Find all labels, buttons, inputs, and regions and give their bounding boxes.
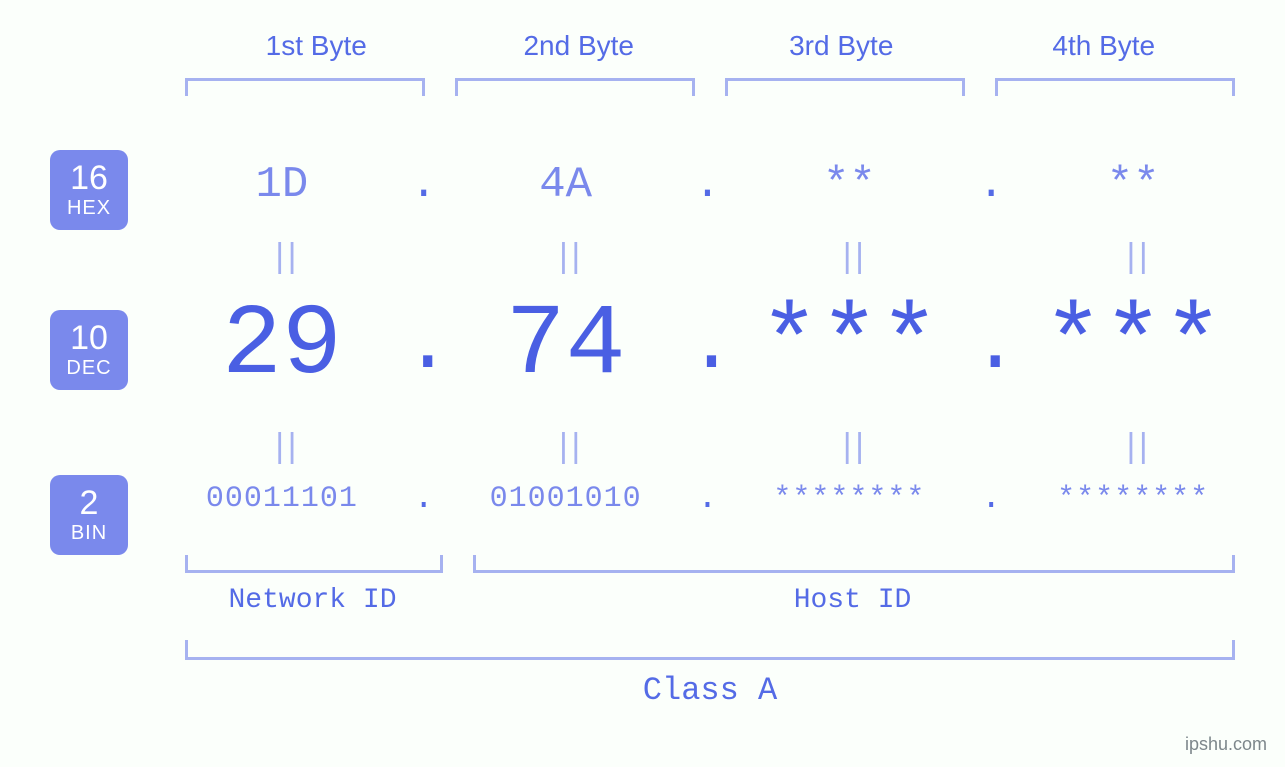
dec-byte-4: *** [1011,290,1255,403]
bracket-byte-4 [995,78,1235,96]
bin-byte-1: 00011101 [160,482,404,516]
badge-dec-num: 10 [70,321,108,355]
dec-byte-2: 74 [444,290,688,403]
bin-byte-4: ******** [1011,482,1255,516]
class-label: Class A [185,672,1235,709]
bracket-byte-3 [725,78,965,96]
dot: . [688,480,728,518]
byte-brackets-top [185,78,1235,96]
dec-byte-3: *** [728,290,972,403]
equals-icon: || [1011,240,1255,278]
dot: . [688,160,728,210]
equals-row-bottom: || || || || [160,430,1255,468]
host-id-bracket [473,555,1235,573]
dot: . [404,301,444,392]
equals-icon: || [444,240,688,278]
badge-dec: 10 DEC [50,310,128,390]
badge-hex: 16 HEX [50,150,128,230]
hex-byte-2: 4A [444,160,688,210]
badge-bin-num: 2 [80,486,99,520]
equals-icon: || [444,430,688,468]
badge-bin: 2 BIN [50,475,128,555]
watermark: ipshu.com [1185,734,1267,755]
dot: . [404,480,444,518]
byte-headers: 1st Byte 2nd Byte 3rd Byte 4th Byte [185,30,1235,62]
bin-row: 00011101 . 01001010 . ******** . *******… [160,480,1255,518]
dot: . [688,301,728,392]
id-labels: Network ID Host ID [185,585,1235,616]
equals-icon: || [1011,430,1255,468]
equals-icon: || [728,240,972,278]
id-brackets [185,555,1235,573]
dot: . [971,480,1011,518]
hex-byte-4: ** [1011,160,1255,210]
byte-header-4: 4th Byte [973,30,1236,62]
dot: . [971,160,1011,210]
badge-dec-label: DEC [66,357,111,379]
bin-byte-2: 01001010 [444,482,688,516]
dot: . [971,301,1011,392]
dec-byte-1: 29 [160,290,404,403]
class-bracket [185,640,1235,660]
equals-icon: || [728,430,972,468]
byte-header-2: 2nd Byte [448,30,711,62]
bracket-byte-2 [455,78,695,96]
hex-row: 1D . 4A . ** . ** [160,160,1255,210]
equals-icon: || [160,240,404,278]
bin-byte-3: ******** [728,482,972,516]
dot: . [404,160,444,210]
equals-row-top: || || || || [160,240,1255,278]
network-id-bracket [185,555,443,573]
byte-header-1: 1st Byte [185,30,448,62]
network-id-label: Network ID [185,585,440,616]
bracket-byte-1 [185,78,425,96]
badge-hex-label: HEX [67,197,111,219]
badge-bin-label: BIN [71,522,107,544]
host-id-label: Host ID [470,585,1235,616]
hex-byte-3: ** [728,160,972,210]
equals-icon: || [160,430,404,468]
badge-hex-num: 16 [70,161,108,195]
dec-row: 29 . 74 . *** . *** [160,290,1255,403]
hex-byte-1: 1D [160,160,404,210]
byte-header-3: 3rd Byte [710,30,973,62]
